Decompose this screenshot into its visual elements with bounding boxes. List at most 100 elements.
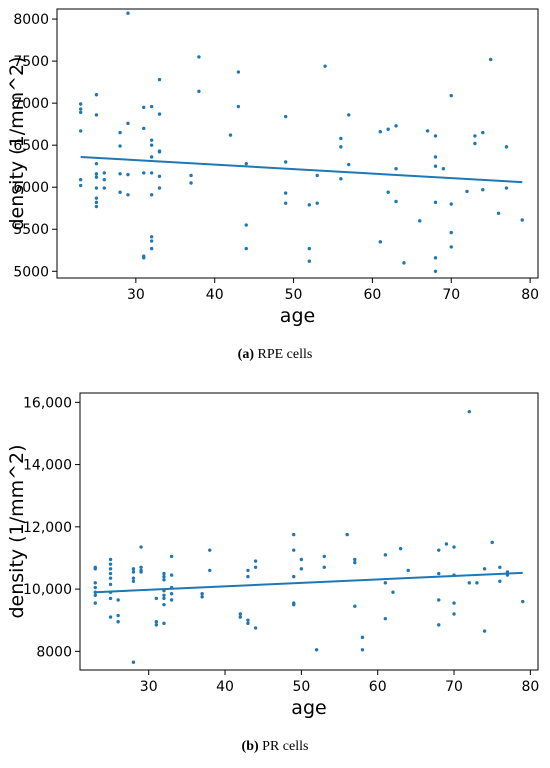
data-point	[102, 186, 107, 190]
data-point	[149, 193, 154, 197]
data-point	[473, 134, 477, 138]
data-point	[383, 553, 388, 557]
x-tick-label: 50	[292, 679, 310, 695]
data-point	[157, 150, 162, 154]
data-point	[467, 581, 471, 585]
data-point	[437, 548, 441, 552]
regression-line	[95, 571, 523, 594]
data-point	[238, 612, 242, 616]
y-tick-label: 8000	[36, 644, 72, 660]
data-point	[292, 574, 296, 579]
data-point	[504, 186, 509, 190]
data-point	[386, 190, 390, 194]
data-point	[131, 579, 136, 583]
data-point	[93, 581, 97, 585]
data-point	[200, 595, 204, 599]
x-tick-label: 30	[127, 287, 145, 303]
data-point	[236, 104, 241, 109]
data-point	[449, 230, 453, 235]
data-point	[118, 190, 122, 194]
data-point	[142, 105, 146, 110]
data-point	[347, 113, 351, 117]
data-point	[142, 171, 146, 175]
data-point	[149, 138, 154, 142]
data-point	[315, 201, 319, 205]
data-point	[345, 532, 349, 537]
data-point	[292, 548, 296, 552]
data-point	[394, 199, 398, 204]
data-point	[126, 193, 130, 197]
x-tick-label: 60	[363, 287, 381, 303]
data-point	[139, 545, 143, 549]
data-point	[283, 114, 288, 119]
data-point	[131, 570, 136, 574]
data-point	[157, 77, 162, 82]
x-axis-label: age	[291, 697, 326, 719]
data-point	[482, 629, 487, 633]
data-point	[118, 172, 122, 176]
data-point	[139, 565, 143, 569]
data-point	[498, 579, 502, 583]
data-point	[78, 107, 83, 111]
data-point	[452, 545, 456, 549]
y-tick-label: 14,000	[23, 458, 72, 474]
data-point	[189, 173, 193, 178]
data-point	[108, 557, 113, 562]
y-tick-label: 6500	[13, 138, 49, 154]
data-point	[244, 223, 248, 227]
data-point	[353, 560, 357, 565]
data-point	[339, 145, 343, 149]
data-point	[162, 574, 166, 579]
y-axis-label: density (1/mm^2)	[6, 444, 28, 618]
data-point	[157, 112, 162, 116]
data-point	[238, 615, 242, 619]
data-point	[398, 546, 403, 551]
data-point	[169, 598, 174, 602]
data-point	[149, 104, 154, 109]
x-tick-label: 80	[521, 287, 539, 303]
y-tick-label: 12,000	[23, 520, 72, 536]
data-point	[498, 565, 502, 569]
data-point	[197, 89, 201, 94]
data-point	[200, 592, 204, 596]
data-point	[126, 11, 130, 15]
data-point	[236, 70, 241, 74]
data-point	[93, 601, 97, 605]
data-point	[253, 559, 258, 563]
x-tick-label: 70	[442, 287, 460, 303]
data-point	[433, 200, 438, 205]
regression-line	[80, 155, 523, 184]
data-point	[228, 133, 233, 137]
data-point	[360, 635, 365, 640]
data-point	[433, 269, 438, 273]
data-point	[108, 582, 113, 587]
x-tick-label: 30	[140, 679, 158, 695]
data-point	[93, 593, 97, 598]
data-point	[126, 172, 130, 177]
data-point	[131, 567, 136, 571]
caption-pr: (b) PR cells	[0, 739, 550, 755]
data-point	[481, 130, 485, 135]
data-point	[126, 121, 130, 126]
data-point	[149, 171, 154, 175]
x-tick-label: 40	[216, 679, 234, 695]
data-point	[314, 648, 319, 652]
data-point	[197, 55, 201, 59]
data-point	[315, 173, 319, 178]
y-tick-label: 5000	[13, 264, 49, 280]
chart-rpe: 30 40 50 60 70 80 5000 5500 6000 6500 7000 7500 8000…	[6, 8, 539, 327]
data-point	[253, 626, 258, 630]
data-point	[521, 599, 525, 604]
data-point	[378, 130, 382, 134]
data-point	[465, 189, 469, 194]
data-point	[283, 201, 288, 205]
data-point	[157, 174, 162, 178]
data-point	[449, 245, 453, 249]
x-tick-label: 70	[445, 679, 463, 695]
x-axis-label: age	[280, 305, 315, 327]
data-point	[94, 186, 99, 190]
data-point	[94, 196, 99, 200]
y-tick-label: 7000	[13, 96, 49, 112]
data-point	[162, 602, 166, 607]
data-point	[149, 143, 154, 147]
